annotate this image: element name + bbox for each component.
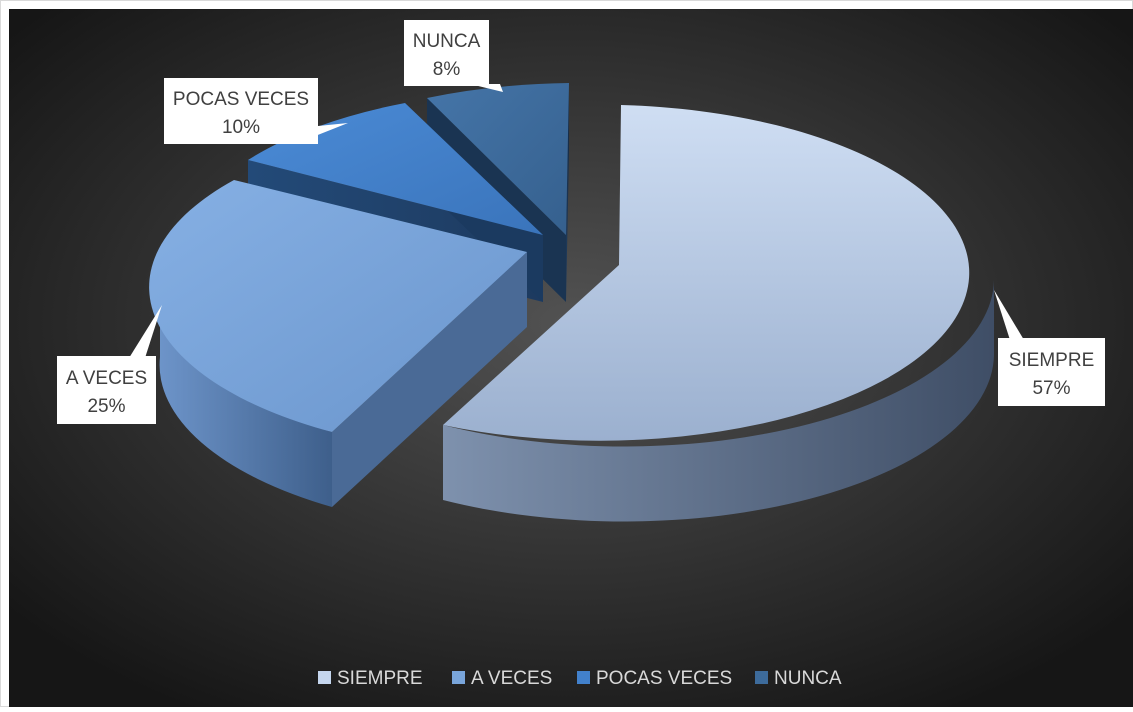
callout-value-nunca: 8% [433,59,461,80]
data-label-pocas-veces: POCAS VECES 10% [164,78,348,144]
callout-value-pocas-veces: 10% [222,117,260,138]
slice-side-nunca [566,83,569,302]
callout-category-a-veces: A VECES [66,368,147,389]
callout-category-pocas-veces: POCAS VECES [173,89,309,110]
legend-swatch-nunca [755,671,768,684]
callout-category-nunca: NUNCA [413,31,481,52]
slice-side-a-veces [159,282,332,507]
slice-top-nunca [427,83,569,235]
callout-box-a-veces [57,356,156,424]
slice-side-siempre [443,280,994,522]
callout-box-pocas-veces [164,78,318,144]
data-label-nunca: NUNCA 8% [404,20,503,92]
callout-box-siempre [998,338,1105,406]
chart-legend: SIEMPRE A VECES POCAS VECES NUNCA [318,668,842,689]
data-label-siempre: SIEMPRE 57% [994,290,1105,406]
legend-label-pocas-veces: POCAS VECES [596,668,732,689]
legend-swatch-pocas-veces [577,671,590,684]
legend-swatch-a-veces [452,671,465,684]
callout-value-a-veces: 25% [87,396,125,417]
slice-side-a-veces-cut [332,252,527,507]
callout-pointer-a-veces [129,305,162,358]
slice-top-pocas-veces [248,103,543,235]
legend-label-siempre: SIEMPRE [337,668,423,689]
legend-swatch-siempre [318,671,331,684]
callout-box-nunca [404,20,489,86]
slice-top-a-veces [149,180,527,432]
slice-top-siempre [443,105,970,441]
callout-value-siempre: 57% [1032,378,1070,399]
data-label-a-veces: A VECES 25% [57,305,162,424]
legend-label-nunca: NUNCA [774,668,842,689]
callout-category-siempre: SIEMPRE [1009,350,1095,371]
legend-label-a-veces: A VECES [471,668,552,689]
callout-pointer-siempre [994,290,1024,340]
